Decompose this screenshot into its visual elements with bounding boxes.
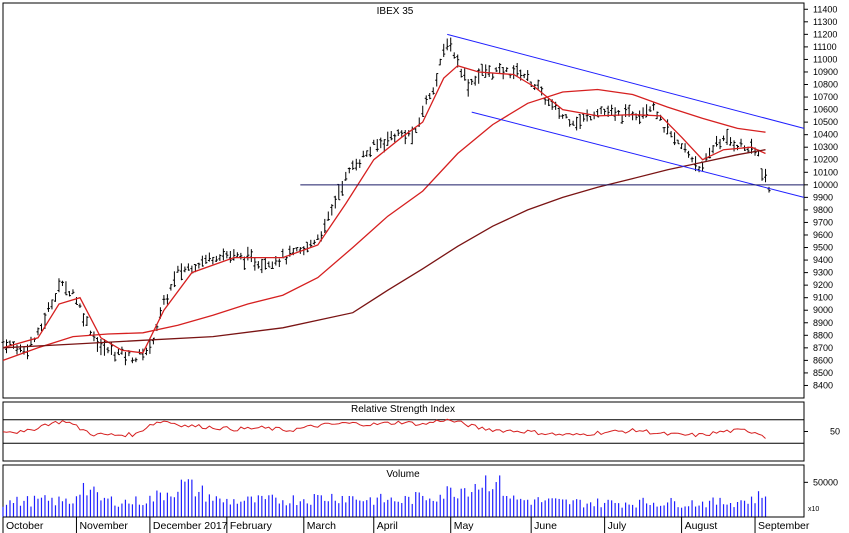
x-month-label: October xyxy=(6,520,44,532)
price-y-tick-label: 11000 xyxy=(813,54,837,64)
price-y-tick-label: 9900 xyxy=(813,192,833,202)
price-y-tick-label: 10200 xyxy=(813,155,838,165)
volume-scale-label: x10 xyxy=(808,506,819,513)
price-panel: 8400 8500 8600 8700 8800 8900 9000 9100 9200 9300… xyxy=(1,2,838,399)
price-y-tick-label: 8400 xyxy=(813,380,833,390)
price-y-tick-label: 10300 xyxy=(813,142,838,152)
price-y-tick-label: 9500 xyxy=(813,243,833,253)
x-month-label: December 2017 xyxy=(153,520,228,532)
price-y-tick-label: 9100 xyxy=(813,293,833,303)
rsi-plot-frame xyxy=(2,401,805,462)
price-y-tick-label: 11400 xyxy=(813,4,837,14)
x-month-label: September xyxy=(758,520,810,532)
moving-average-short-ma xyxy=(2,64,766,354)
x-month-label: November xyxy=(79,520,128,532)
trend-line-0 xyxy=(447,33,805,129)
price-y-tick-label: 9300 xyxy=(813,268,833,278)
rsi-panel: 50 xyxy=(2,401,840,462)
price-y-tick-label: 10400 xyxy=(813,130,838,140)
price-y-tick-label: 8500 xyxy=(813,368,833,378)
price-y-tick-label: 10100 xyxy=(813,167,838,177)
price-y-tick-label: 10900 xyxy=(813,67,838,77)
price-y-tick-label: 8900 xyxy=(813,318,833,328)
price-y-tick-label: 10500 xyxy=(813,117,838,127)
x-axis: October November December 2017 February Marc… xyxy=(2,516,810,533)
x-month-label: March xyxy=(307,520,336,532)
price-y-tick-label: 11200 xyxy=(813,29,837,39)
price-y-tick-label: 10000 xyxy=(813,180,838,190)
rsi-y-tick-label: 50 xyxy=(830,427,840,437)
x-month-label: May xyxy=(454,520,475,532)
price-y-tick-label: 10700 xyxy=(813,92,838,102)
trend-line-1 xyxy=(471,111,805,198)
price-y-tick-label: 10600 xyxy=(813,105,838,115)
x-month-label: August xyxy=(685,520,718,532)
price-y-tick-label: 8800 xyxy=(813,330,833,340)
x-month-label: June xyxy=(534,520,557,532)
moving-average-long-ma xyxy=(2,88,766,362)
moving-average-200-ma xyxy=(2,149,766,349)
x-month-label: April xyxy=(377,520,398,532)
price-y-tick-label: 8700 xyxy=(813,343,833,353)
price-y-tick-label: 9200 xyxy=(813,280,833,290)
price-y-tick-label: 11100 xyxy=(813,42,837,52)
price-y-tick-label: 9700 xyxy=(813,217,833,227)
price-y-tick-label: 9000 xyxy=(813,305,833,315)
price-y-tick-label: 11300 xyxy=(813,17,837,27)
price-y-tick-label: 9800 xyxy=(813,205,833,215)
rsi-chart-title: Relative Strength Index xyxy=(351,404,455,415)
price-y-tick-label: 10800 xyxy=(813,80,838,90)
price-y-tick-label: 8600 xyxy=(813,355,833,365)
volume-chart-title: Volume xyxy=(386,469,420,480)
volume-y-tick-label: 50000 xyxy=(813,477,838,487)
x-month-label: February xyxy=(230,520,273,532)
price-plot-frame xyxy=(2,2,805,399)
volume-panel: 50000 xyxy=(2,464,838,518)
x-month-label: July xyxy=(608,520,627,532)
rsi-line xyxy=(2,418,766,439)
price-y-tick-label: 9400 xyxy=(813,255,833,265)
price-chart-title: IBEX 35 xyxy=(377,6,414,17)
price-y-tick-label: 9600 xyxy=(813,230,833,240)
